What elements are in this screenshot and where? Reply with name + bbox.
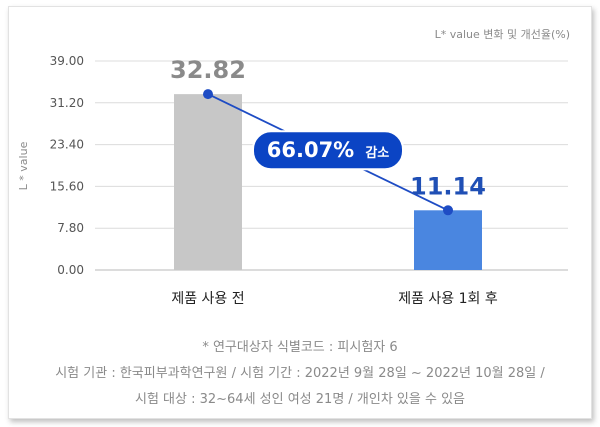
bar [174, 94, 242, 270]
x-category-label: 제품 사용 전 [171, 291, 244, 307]
y-tick-label: 15.60 [50, 179, 84, 193]
x-category-label: 제품 사용 1회 후 [398, 291, 498, 307]
annotation-text: 66.07% 감소 [267, 138, 390, 162]
data-point [203, 89, 213, 100]
annotation-pill [252, 130, 404, 171]
bars [174, 94, 482, 270]
footnote-subject-code: * 연구대상자 식별코드 : 피시험자 6 [202, 340, 398, 355]
bar [414, 210, 482, 270]
chart-subtitle: L* value 변화 및 개선율(%) [435, 28, 570, 41]
y-tick-label: 31.20 [50, 96, 84, 110]
y-tick-label: 39.00 [50, 54, 84, 68]
data-point [443, 205, 453, 216]
value-label: 11.14 [410, 172, 486, 200]
y-axis-ticks: 39.00 31.20 23.40 15.60 7.80 0.00 [50, 54, 84, 277]
decrease-annotation: 66.07% 감소 [252, 130, 404, 171]
y-tick-label: 7.80 [57, 221, 84, 235]
x-axis-labels: 제품 사용 전 제품 사용 1회 후 [171, 291, 498, 307]
annotation-word: 감소 [365, 146, 389, 161]
y-tick-label: 23.40 [50, 138, 84, 152]
footnote-institution: 시험 기관 : 한국피부과학연구원 / 시험 기간 : 2022년 9월 28일… [55, 366, 545, 381]
y-axis-label: L * value [17, 141, 30, 190]
annotation-value: 66.07% [267, 138, 354, 162]
y-tick-label: 0.00 [57, 263, 84, 277]
chart-card [8, 6, 592, 419]
value-label: 32.82 [170, 56, 246, 84]
value-labels: 32.82 11.14 [170, 56, 486, 200]
footnote-subjects: 시험 대상 : 32~64세 성인 여성 21명 / 개인차 있을 수 있음 [134, 392, 465, 407]
